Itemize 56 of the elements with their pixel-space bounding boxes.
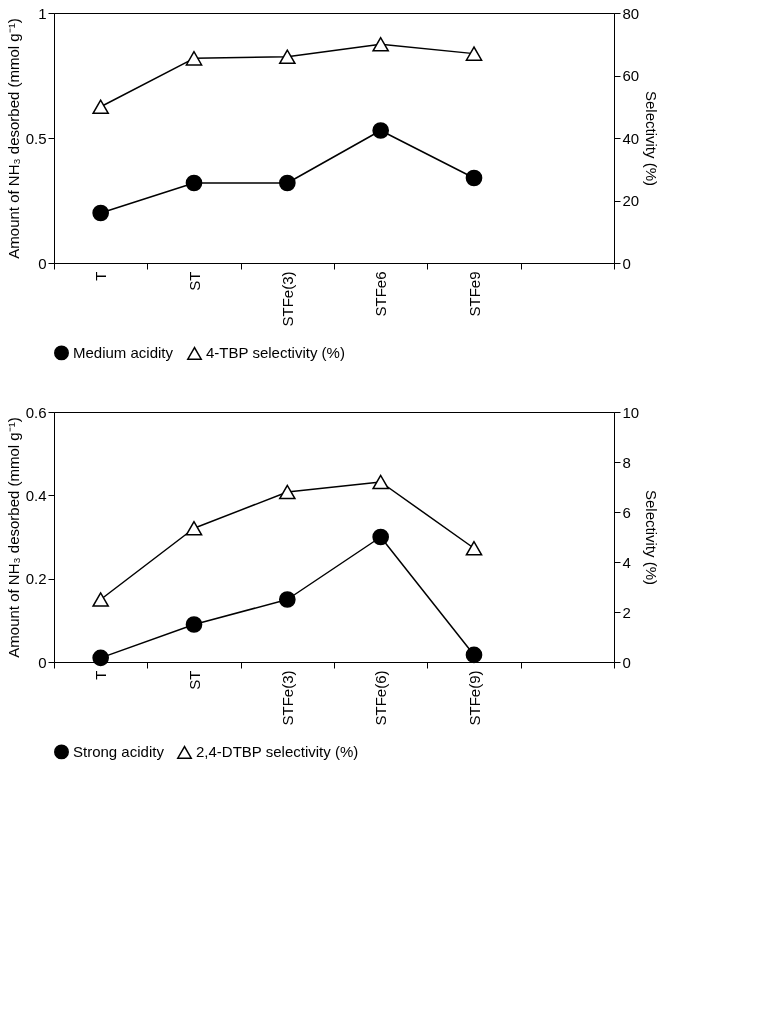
point — [372, 474, 389, 490]
legend-label: Medium acidity — [73, 343, 174, 361]
point — [185, 174, 203, 192]
x-tick-label: STFe9 — [465, 271, 483, 317]
y2-tick-label: 40 — [622, 129, 640, 147]
point — [465, 169, 483, 187]
point — [465, 646, 483, 664]
y2-tick-label: 0 — [622, 254, 631, 272]
point — [92, 592, 109, 607]
x-tick-label: ST — [185, 670, 203, 690]
y2-tick-label: 2 — [622, 603, 631, 621]
y-tick-label: 0 — [38, 254, 47, 272]
point — [279, 591, 296, 608]
point — [465, 540, 483, 556]
point — [279, 174, 296, 192]
y2-tick-label: 0 — [622, 653, 631, 671]
point — [185, 520, 203, 536]
x-tick-label: ST — [185, 271, 203, 291]
y2-tick-label: 6 — [622, 503, 631, 521]
y-axis-title: Amount of NH₃ desorbed (mmol g⁻¹) — [4, 18, 22, 259]
y-tick-label: 0 — [38, 653, 47, 671]
point — [279, 49, 296, 65]
y2-tick-label: 60 — [622, 67, 640, 84]
y-tick-label: 0.5 — [25, 129, 47, 147]
x-tick-label: T — [92, 670, 110, 680]
point — [372, 36, 389, 52]
y2-axis-title: Selectivity (%) — [643, 489, 661, 586]
y-tick-label: 1 — [38, 4, 47, 22]
legend-label: Strong acidity — [73, 742, 165, 760]
point — [185, 51, 203, 66]
y-tick-label: 0.4 — [25, 486, 47, 504]
point — [92, 649, 109, 667]
x-tick-label: T — [92, 271, 110, 281]
point — [92, 99, 109, 115]
point — [465, 46, 483, 61]
point — [372, 528, 389, 546]
y2-tick-label: 80 — [622, 4, 640, 22]
x-tick-label: STFe(3) — [278, 271, 296, 327]
y2-tick-label: 8 — [622, 453, 631, 471]
x-tick-label: STFe(6) — [372, 670, 390, 726]
y-tick-label: 0.6 — [25, 403, 47, 421]
y2-tick-label: 4 — [622, 553, 631, 571]
y2-tick-label: 20 — [622, 192, 640, 209]
legend-label: 2,4-DTBP selectivity (%) — [196, 743, 359, 761]
x-tick-label: STFe6 — [372, 271, 390, 317]
x-tick-label: STFe(9) — [465, 670, 483, 726]
y2-axis-title: Selectivity (%) — [643, 90, 661, 187]
point — [372, 122, 389, 139]
point — [279, 484, 296, 500]
y-axis-title: Amount of NH₃ desorbed (mmol g⁻¹) — [4, 417, 22, 658]
legend-label: 4-TBP selectivity (%) — [206, 344, 345, 362]
y2-tick-label: 10 — [622, 403, 640, 421]
point — [185, 616, 203, 633]
point — [92, 204, 109, 222]
y-tick-label: 0.2 — [25, 570, 47, 588]
x-tick-label: STFe(3) — [278, 670, 296, 726]
